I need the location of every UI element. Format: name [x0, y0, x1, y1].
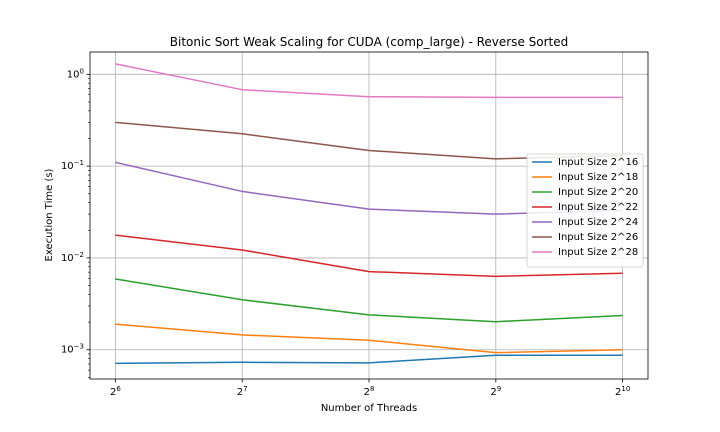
legend-label: Input Size 2^20: [558, 187, 638, 198]
legend-label: Input Size 2^16: [558, 157, 638, 168]
x-axis-label: Number of Threads: [321, 403, 417, 414]
legend-label: Input Size 2^26: [558, 232, 638, 243]
series-line: [115, 63, 623, 99]
x-tick-label: 26: [110, 385, 121, 398]
series-lines: [115, 63, 623, 365]
series-line: [115, 234, 623, 278]
series-line: [115, 278, 623, 323]
series-line: [115, 354, 623, 365]
legend-label: Input Size 2^24: [558, 217, 638, 228]
legend: Input Size 2^16 Input Size 2^18 Input Size…: [526, 153, 644, 268]
y-tick-label: 10−1: [61, 159, 84, 172]
x-tick-label: 210: [615, 385, 630, 398]
x-tick-label: 27: [237, 385, 248, 398]
legend-label: Input Size 2^22: [558, 202, 638, 213]
legend-box: [526, 153, 644, 268]
axis-ticks: 26 27 28 29 210 10−3 10−2 10−1 100: [61, 67, 630, 398]
x-tick-label: 29: [490, 385, 501, 398]
legend-label: Input Size 2^18: [558, 172, 638, 183]
chart-title: Bitonic Sort Weak Scaling for CUDA (comp…: [170, 35, 568, 49]
legend-label: Input Size 2^28: [558, 247, 638, 258]
y-tick-label: 10−2: [61, 251, 84, 264]
y-axis-label: Execution Time (s): [44, 168, 55, 261]
y-tick-label: 100: [67, 67, 84, 80]
x-tick-label: 28: [364, 385, 375, 398]
series-line: [115, 323, 623, 354]
y-tick-label: 10−3: [61, 343, 84, 356]
